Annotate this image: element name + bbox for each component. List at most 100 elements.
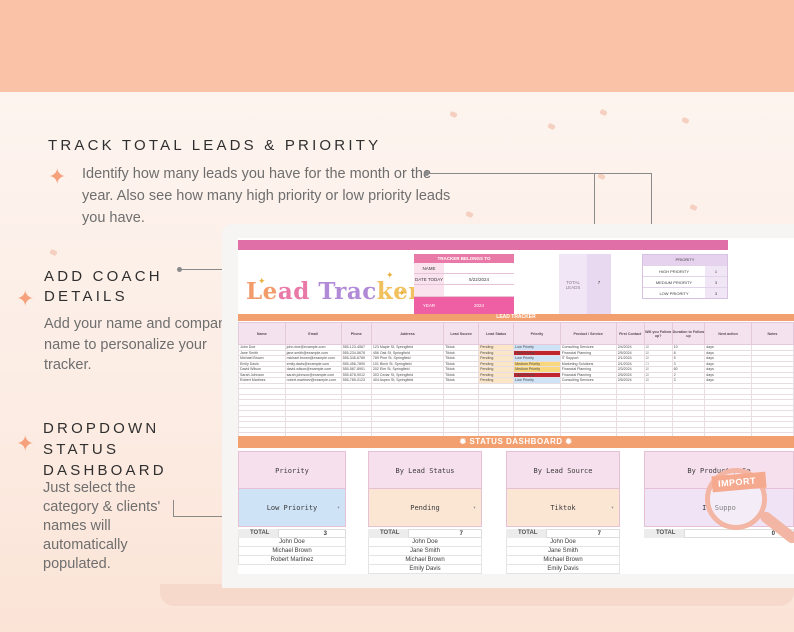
- table-row[interactable]: [238, 415, 794, 422]
- table-cell[interactable]: [559, 421, 617, 428]
- table-cell[interactable]: [478, 388, 515, 395]
- table-cell[interactable]: [340, 415, 372, 422]
- table-cell[interactable]: [559, 388, 617, 395]
- column-header[interactable]: Lead Status: [478, 322, 515, 345]
- table-cell[interactable]: [370, 393, 445, 400]
- table-cell[interactable]: 2/1/2024: [615, 355, 645, 362]
- table-cell[interactable]: ☑: [643, 366, 673, 373]
- table-cell[interactable]: [370, 415, 445, 422]
- table-cell[interactable]: [615, 393, 645, 400]
- table-cell[interactable]: 2/5/2024: [615, 377, 645, 384]
- table-cell[interactable]: [750, 404, 794, 411]
- date-field[interactable]: 5/22/2024: [468, 277, 490, 282]
- table-cell[interactable]: [478, 404, 515, 411]
- lead-source-dropdown[interactable]: Tiktok ▾: [506, 489, 620, 527]
- table-cell[interactable]: [615, 382, 645, 389]
- column-header[interactable]: Lead Source: [443, 322, 480, 345]
- table-cell[interactable]: [340, 399, 372, 406]
- table-row[interactable]: [238, 421, 794, 428]
- table-cell[interactable]: IT Support: [559, 355, 617, 362]
- table-cell[interactable]: [643, 415, 673, 422]
- table-row[interactable]: Michael Brown michael.brown@example.com 55…: [238, 355, 794, 362]
- table-cell[interactable]: [750, 360, 794, 367]
- chevron-down-icon[interactable]: ▾: [610, 505, 614, 511]
- table-cell[interactable]: [750, 349, 794, 356]
- name-field[interactable]: [444, 263, 514, 273]
- table-cell[interactable]: [643, 399, 673, 406]
- table-row[interactable]: John Doe john.doe@example.com 555-123-4567…: [238, 344, 794, 351]
- column-header[interactable]: First Contact: [615, 322, 645, 345]
- table-cell[interactable]: Marketing Solutions: [559, 360, 617, 367]
- table-cell[interactable]: [750, 355, 794, 362]
- table-cell[interactable]: ☑: [643, 344, 673, 351]
- table-cell[interactable]: [478, 410, 515, 417]
- table-cell[interactable]: Consulting Services: [559, 344, 617, 351]
- table-cell[interactable]: [750, 399, 794, 406]
- table-cell[interactable]: [370, 404, 445, 411]
- table-row[interactable]: David Wilson david.wilson@example.com 555-…: [238, 366, 794, 373]
- table-cell[interactable]: [478, 393, 515, 400]
- table-row[interactable]: [238, 426, 794, 433]
- table-row[interactable]: Sarah Johnson sarah.johnson@example.com 55…: [238, 371, 794, 378]
- table-cell[interactable]: [370, 410, 445, 417]
- table-row[interactable]: Jane Smith jane.smith@example.com 555-234-…: [238, 349, 794, 356]
- table-cell[interactable]: 555-567-8901: [340, 366, 372, 373]
- table-cell[interactable]: 789 Pine St, Springfield: [370, 355, 445, 362]
- table-cell[interactable]: [478, 399, 515, 406]
- table-cell[interactable]: 555-678-9012: [340, 371, 372, 378]
- table-cell[interactable]: [643, 388, 673, 395]
- table-cell[interactable]: robert.martinez@example.com: [284, 377, 342, 384]
- column-header[interactable]: Phone: [340, 322, 372, 345]
- priority-dropdown[interactable]: Low Priority ▾: [238, 489, 346, 527]
- table-row[interactable]: [238, 410, 794, 417]
- column-header[interactable]: Next action: [704, 322, 752, 345]
- column-header[interactable]: Will you Follow up?: [643, 322, 673, 345]
- table-cell[interactable]: Financial Planning: [559, 371, 617, 378]
- table-cell[interactable]: [559, 415, 617, 422]
- table-row[interactable]: [238, 393, 794, 400]
- table-cell[interactable]: Pending: [478, 360, 515, 367]
- table-cell[interactable]: [643, 382, 673, 389]
- table-cell[interactable]: 555-123-4567: [340, 344, 372, 351]
- table-cell[interactable]: [750, 415, 794, 422]
- chevron-down-icon[interactable]: ▾: [472, 505, 476, 511]
- table-cell[interactable]: [750, 388, 794, 395]
- table-cell[interactable]: [340, 404, 372, 411]
- table-cell[interactable]: [370, 421, 445, 428]
- table-cell[interactable]: Pending: [478, 366, 515, 373]
- table-cell[interactable]: [615, 421, 645, 428]
- table-cell[interactable]: [559, 410, 617, 417]
- table-cell[interactable]: [340, 382, 372, 389]
- table-row[interactable]: Emily Davis emily.davis@example.com 555-45…: [238, 360, 794, 367]
- table-cell[interactable]: Pending: [478, 371, 515, 378]
- table-cell[interactable]: [340, 393, 372, 400]
- column-header[interactable]: Product / Service: [559, 322, 617, 345]
- table-cell[interactable]: 2/3/2024: [615, 366, 645, 373]
- table-cell[interactable]: ☑: [643, 377, 673, 384]
- table-cell[interactable]: 555-456-7890: [340, 360, 372, 367]
- table-cell[interactable]: sarah.johnson@example.com: [284, 371, 342, 378]
- table-cell[interactable]: 2/5/2024: [615, 371, 645, 378]
- table-cell[interactable]: ☑: [643, 371, 673, 378]
- column-header[interactable]: Priority: [513, 322, 561, 345]
- table-cell[interactable]: [559, 393, 617, 400]
- table-cell[interactable]: [643, 421, 673, 428]
- table-cell[interactable]: [478, 421, 515, 428]
- table-cell[interactable]: [370, 382, 445, 389]
- table-cell[interactable]: [643, 404, 673, 411]
- table-cell[interactable]: [615, 399, 645, 406]
- table-cell[interactable]: [559, 399, 617, 406]
- table-cell[interactable]: [643, 410, 673, 417]
- table-cell[interactable]: [750, 393, 794, 400]
- table-cell[interactable]: 555-234-5678: [340, 349, 372, 356]
- table-cell[interactable]: Pending: [478, 377, 515, 384]
- table-cell[interactable]: [750, 371, 794, 378]
- table-cell[interactable]: ☐: [643, 360, 673, 367]
- table-row[interactable]: [238, 388, 794, 395]
- table-cell[interactable]: 202 Elm St, Springfield: [370, 366, 445, 373]
- table-cell[interactable]: 2/1/2024: [615, 360, 645, 367]
- table-cell[interactable]: [559, 426, 617, 433]
- table-cell[interactable]: Pending: [478, 344, 515, 351]
- table-cell[interactable]: 303 Cedar St, Springfield: [370, 371, 445, 378]
- table-cell[interactable]: ☑: [643, 355, 673, 362]
